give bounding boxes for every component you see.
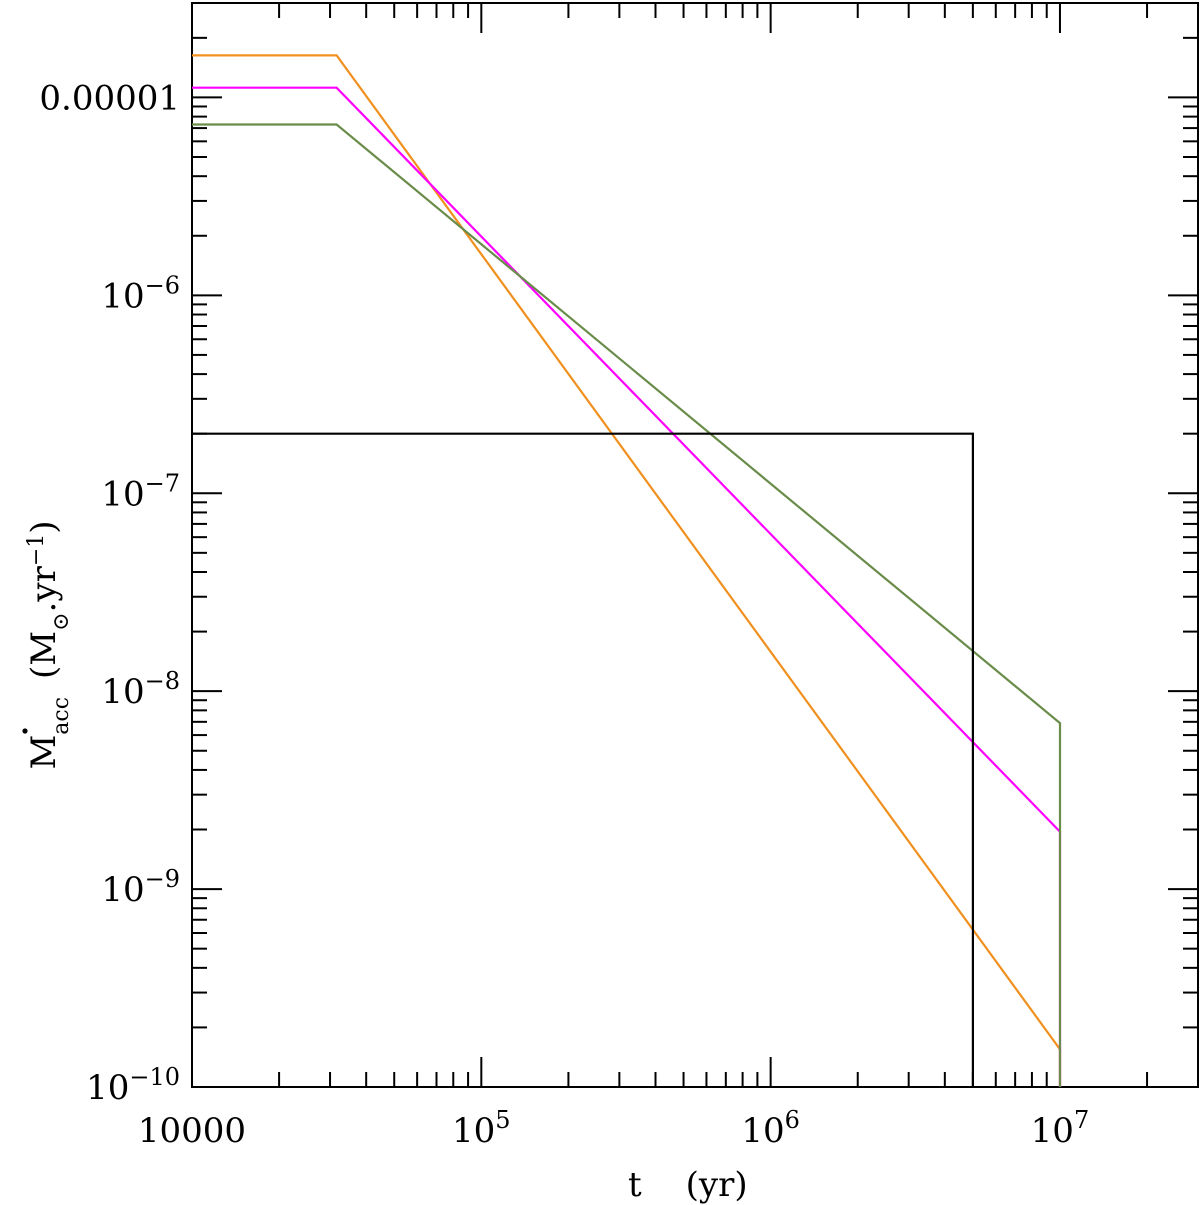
- series-line-4: [192, 432, 975, 1087]
- tick-labels: 10000 105 106 107 10−10 10−9 10−8 10−7 10−6 0.000…: [39, 78, 1089, 1151]
- series-line-1: [192, 54, 1062, 1087]
- series-line-2: [192, 86, 1062, 1087]
- y-axis-label: Macc (M⊙.yr−1): [22, 520, 74, 770]
- x-axis-label: t (yr): [628, 1165, 748, 1205]
- x-tick-label: 107: [1031, 1106, 1090, 1151]
- x-axis-label-unit: (yr): [686, 1165, 748, 1205]
- y-tick-label: 10−7: [101, 469, 180, 514]
- y-axis-label-sub: acc: [49, 697, 74, 735]
- y-axis-label-sup: −1: [24, 534, 49, 566]
- y-tick-label: 10−10: [86, 1063, 180, 1108]
- y-axis-label-unit-close: ): [24, 520, 64, 533]
- x-tick-label: 105: [452, 1106, 511, 1151]
- x-tick-label: 10000: [138, 1111, 246, 1151]
- y-axis-label-dot: [22, 728, 28, 734]
- y-axis-label-unit-mid: .yr: [24, 565, 64, 612]
- y-tick-label: 10−6: [101, 271, 180, 316]
- plot-frame: [191, 2, 1199, 1088]
- y-tick-label: 10−8: [101, 667, 180, 712]
- axes: [191, 2, 1199, 1088]
- y-axis-label-main: M: [24, 735, 64, 770]
- y-tick-label: 0.00001: [39, 78, 180, 118]
- series-group: [192, 54, 1062, 1087]
- sun-symbol: ⊙: [49, 612, 74, 630]
- series-line-3: [192, 123, 1062, 1087]
- y-tick-label: 10−9: [101, 865, 180, 910]
- y-axis-label-unit-open: (M: [24, 631, 64, 679]
- x-axis-label-main: t: [628, 1165, 642, 1205]
- x-tick-label: 106: [741, 1106, 800, 1151]
- svg-text:Macc(M⊙.yr−1): Macc (M⊙.yr−1): [24, 520, 74, 769]
